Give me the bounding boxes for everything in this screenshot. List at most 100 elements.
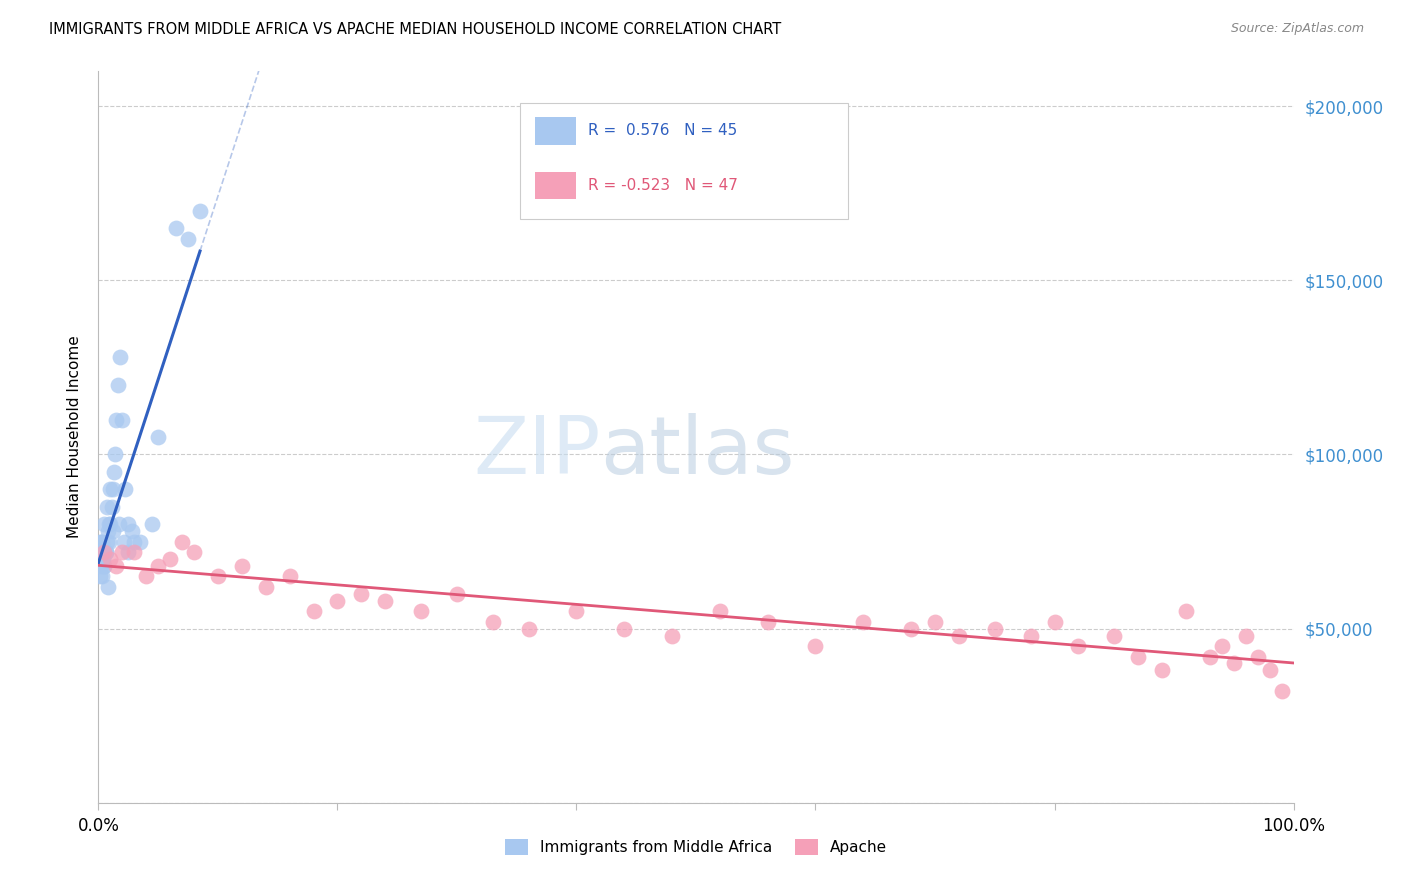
Text: Source: ZipAtlas.com: Source: ZipAtlas.com <box>1230 22 1364 36</box>
Point <box>1211 639 1233 653</box>
Point <box>148 558 170 573</box>
Point <box>90 545 112 559</box>
Point <box>98 552 122 566</box>
Point <box>141 517 163 532</box>
Point <box>90 558 112 573</box>
Point <box>148 430 170 444</box>
Point <box>91 552 114 566</box>
Point <box>93 545 115 559</box>
Point <box>91 545 114 559</box>
Point <box>108 350 131 364</box>
Point <box>1175 604 1198 618</box>
Point <box>278 569 301 583</box>
Point <box>97 580 120 594</box>
Point <box>105 412 128 426</box>
Point <box>1152 664 1174 678</box>
Point <box>302 604 325 618</box>
Text: atlas: atlas <box>600 413 794 491</box>
Point <box>1234 629 1257 643</box>
Point <box>101 483 124 497</box>
Point <box>94 545 117 559</box>
Point <box>446 587 468 601</box>
Point <box>1223 657 1246 671</box>
Point <box>948 629 970 643</box>
Point <box>1247 649 1270 664</box>
Point <box>411 604 433 618</box>
Point <box>93 517 115 532</box>
Point <box>105 558 128 573</box>
Point <box>1067 639 1090 653</box>
Point <box>177 231 200 245</box>
Point <box>93 558 115 573</box>
Point <box>111 545 134 559</box>
Point <box>98 483 122 497</box>
Point <box>231 558 253 573</box>
Point <box>89 569 111 583</box>
Point <box>97 524 120 538</box>
Point <box>709 604 731 618</box>
Point <box>135 569 157 583</box>
Point <box>100 500 122 514</box>
Point <box>121 524 143 538</box>
Point <box>101 524 124 538</box>
Point <box>91 569 114 583</box>
Point <box>104 448 127 462</box>
Point <box>1271 684 1294 698</box>
Text: IMMIGRANTS FROM MIDDLE AFRICA VS APACHE MEDIAN HOUSEHOLD INCOME CORRELATION CHAR: IMMIGRANTS FROM MIDDLE AFRICA VS APACHE … <box>49 22 782 37</box>
Point <box>661 629 683 643</box>
Point <box>1043 615 1066 629</box>
Point <box>107 377 129 392</box>
Point <box>124 545 146 559</box>
Point <box>103 465 125 479</box>
FancyBboxPatch shape <box>534 171 576 200</box>
Point <box>112 534 135 549</box>
Point <box>326 594 349 608</box>
Point <box>129 534 152 549</box>
Point <box>1019 629 1042 643</box>
Point <box>107 517 129 532</box>
Point <box>165 221 187 235</box>
Point <box>188 203 211 218</box>
Point <box>98 534 121 549</box>
Point <box>852 615 875 629</box>
Point <box>183 545 205 559</box>
Point <box>350 587 373 601</box>
Point <box>117 545 139 559</box>
Point <box>117 517 139 532</box>
Point <box>90 534 112 549</box>
Point <box>93 558 115 573</box>
Legend: Immigrants from Middle Africa, Apache: Immigrants from Middle Africa, Apache <box>499 833 893 861</box>
Y-axis label: Median Household Income: Median Household Income <box>67 335 83 539</box>
Point <box>98 517 122 532</box>
Point <box>565 604 588 618</box>
Point <box>1199 649 1222 664</box>
Point <box>1128 649 1150 664</box>
Text: ZIP: ZIP <box>472 413 600 491</box>
Point <box>1258 664 1281 678</box>
Point <box>517 622 540 636</box>
Point <box>482 615 505 629</box>
Point <box>984 622 1007 636</box>
Point <box>900 622 922 636</box>
Text: R =  0.576   N = 45: R = 0.576 N = 45 <box>589 123 738 138</box>
Point <box>89 534 111 549</box>
Point <box>254 580 277 594</box>
Text: R = -0.523   N = 47: R = -0.523 N = 47 <box>589 178 738 193</box>
Point <box>207 569 229 583</box>
Point <box>111 412 134 426</box>
Point <box>96 534 118 549</box>
Point <box>159 552 181 566</box>
Point <box>1104 629 1126 643</box>
Point <box>374 594 396 608</box>
Point <box>756 615 779 629</box>
Point <box>96 500 118 514</box>
Point <box>804 639 827 653</box>
Point <box>114 483 136 497</box>
Point <box>94 545 117 559</box>
Point <box>98 517 121 532</box>
FancyBboxPatch shape <box>520 103 848 219</box>
Point <box>172 534 194 549</box>
Point <box>613 622 636 636</box>
Point <box>124 534 146 549</box>
Point <box>91 534 114 549</box>
